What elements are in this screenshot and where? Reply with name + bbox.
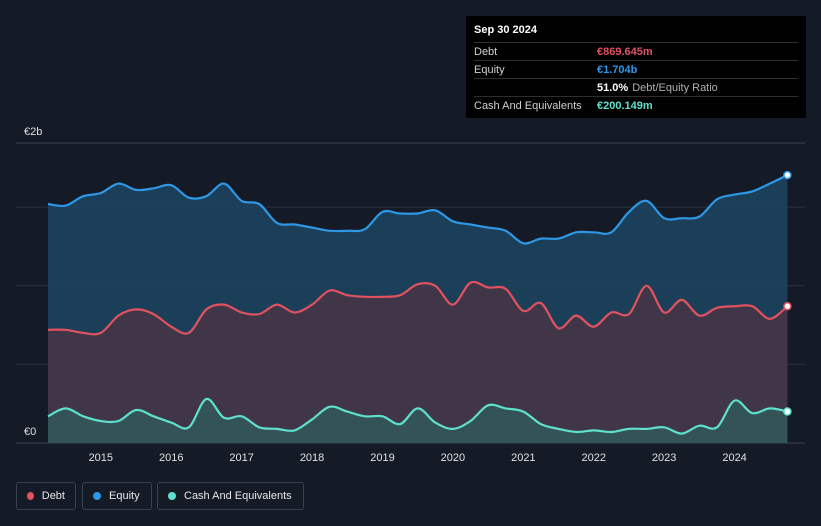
cash-dot-icon	[168, 492, 176, 500]
debt-area	[48, 281, 788, 443]
equity-dot-icon	[93, 492, 101, 500]
tooltip-cash-value: €200.149m	[597, 99, 653, 112]
tooltip-ratio-row: 51.0% Debt/Equity Ratio	[474, 78, 798, 96]
series-lines	[47, 170, 792, 435]
tooltip-equity-row: Equity €1.704b	[474, 60, 798, 78]
tooltip-equity-label: Equity	[474, 63, 505, 76]
legend-cash-label: Cash And Equivalents	[184, 490, 292, 502]
equity-end-point[interactable]	[783, 170, 792, 180]
tooltip-debt-value: €869.645m	[597, 45, 653, 58]
axis-ticks: 2015 2016 2017 2018 2019 2020 2021 2022 2023 2024…	[24, 126, 747, 464]
tooltip-ratio-value: 51.0%	[597, 81, 629, 94]
tooltip-debt-label: Debt	[474, 45, 498, 58]
series-areas	[48, 175, 788, 443]
tooltip-date: Sep 30 2024	[474, 24, 537, 36]
legend-equity[interactable]: Equity	[82, 482, 152, 510]
debt-dot-icon	[27, 492, 34, 500]
debt-end-point[interactable]	[783, 302, 792, 311]
y-tick-label-top: €2b	[24, 126, 42, 138]
legend-debt-label: Debt	[41, 490, 65, 502]
tooltip-panel: Sep 30 2024 Debt €869.645m Equity €1.704…	[466, 16, 806, 118]
x-tick-label: 2018	[300, 452, 324, 464]
x-tick-label: 2020	[441, 452, 465, 464]
tooltip-equity-value: €1.704b	[597, 63, 638, 76]
cash-line	[47, 397, 788, 435]
y-tick-label-zero: €0	[24, 426, 36, 438]
x-tick-label: 2023	[652, 452, 676, 464]
legend-cash[interactable]: Cash And Equivalents	[157, 482, 304, 510]
x-tick-label: 2017	[229, 452, 253, 464]
debt-line	[47, 280, 789, 336]
legend-debt[interactable]: Debt	[16, 482, 76, 510]
x-tick-label: 2016	[159, 452, 183, 464]
tooltip-cash-label: Cash And Equivalents	[474, 99, 582, 112]
x-tick-label: 2024	[722, 452, 746, 464]
legend-equity-label: Equity	[109, 490, 140, 502]
tooltip-debt-row: Debt €869.645m	[474, 42, 798, 60]
x-tick-label: 2019	[370, 452, 394, 464]
tooltip-cash-row: Cash And Equivalents €200.149m	[474, 96, 798, 114]
x-tick-label: 2021	[511, 452, 535, 464]
tooltip-ratio-label: Debt/Equity Ratio	[632, 81, 718, 94]
cash-end-point[interactable]	[783, 407, 792, 416]
equity-line	[47, 174, 788, 245]
x-tick-label: 2015	[89, 452, 113, 464]
x-tick-label: 2022	[582, 452, 606, 464]
